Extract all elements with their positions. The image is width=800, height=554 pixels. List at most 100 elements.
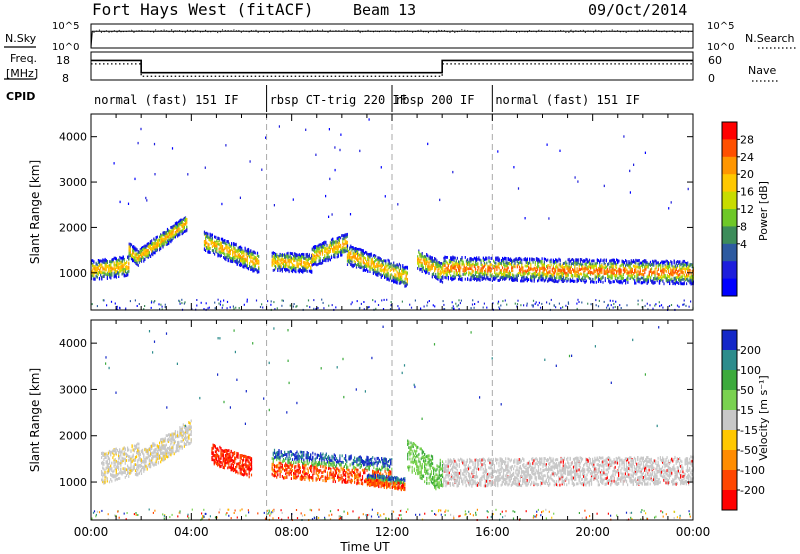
power-cell [546,272,548,275]
power-cell [541,260,543,263]
power-cell [373,260,376,263]
power-cell [207,235,209,239]
power-cell [526,263,528,267]
power-cell [295,268,297,271]
power-cell [661,278,663,281]
power-cell [295,270,297,274]
power-cell [482,259,484,263]
power-cell [377,274,379,277]
power-cell [616,271,618,275]
power-cell [533,272,535,276]
power-cell [109,272,111,276]
power-cell [222,304,224,307]
power-cell [243,258,245,262]
power-cell [638,280,640,284]
power-cell [206,232,208,235]
power-cell [110,276,112,280]
power-cell [585,274,587,278]
power-cell [349,256,351,260]
cpid-segment-label: normal (fast) 151 IF [94,93,239,107]
power-cell [429,256,431,260]
power-cell [111,272,113,275]
power-cell [547,266,549,270]
power-cell [599,278,601,282]
power-cell [117,259,119,262]
power-cell [533,274,535,278]
power-cell [595,280,597,284]
noise-frame [90,23,694,49]
power-cell [585,279,587,283]
power-cell [228,243,230,246]
power-cell [376,273,378,277]
power-cell [112,258,114,261]
power-cell [635,265,637,269]
power-cell [593,269,595,272]
power-cell [452,278,454,281]
power-cell [363,261,365,265]
power-cell [582,263,584,267]
power-cell [285,263,287,267]
power-cell [556,260,558,264]
power-cell [444,271,446,274]
power-cell [304,264,306,268]
power-cell [272,257,274,261]
power-cell [588,261,591,265]
power-cell [159,235,161,239]
power-cell [619,304,621,307]
power-cell [288,262,290,266]
power-cell [323,244,325,248]
power-cell [623,279,626,282]
power-cell [338,250,340,254]
power-cell [159,248,161,252]
power-cell [157,244,159,247]
power-cell [327,253,329,257]
power-cell [389,274,391,278]
power-cell [610,272,612,275]
power-cell [121,260,123,263]
power-cell [286,261,288,265]
power-cell [673,259,675,263]
power-cell [512,260,514,263]
power-cell [429,268,431,272]
power-cell [244,257,246,261]
power-cell [254,258,256,261]
power-cell [474,267,477,271]
power-cell [250,268,252,271]
power-cell [614,268,617,272]
power-cell [375,254,377,258]
power-cell [622,276,624,280]
power-cell [648,270,650,274]
power-cell [627,271,629,275]
power-cell [126,272,128,275]
power-cell [372,262,374,266]
power-cell [340,245,342,249]
power-cell [601,276,603,279]
power-cell [669,282,671,285]
power-cell [404,266,406,270]
freq-left-tick-bottom: 8 [62,72,69,85]
power-cell [373,263,376,267]
power-cell [155,236,157,239]
power-cell [651,267,653,271]
power-cell [506,274,508,277]
power-cell [513,263,515,267]
power-cell [592,280,594,284]
power-cell [153,251,155,255]
power-cell [119,266,121,270]
power-cell [480,275,482,279]
power-cell [92,268,94,272]
power-cell [223,239,225,243]
power-cell [270,300,272,303]
power-cell [346,263,349,266]
power-cell [98,271,101,274]
power-cell [564,270,566,274]
power-cell [168,231,170,235]
power-cell [271,251,273,255]
power-cell [398,269,400,273]
power-cell [555,260,557,264]
power-cell [271,261,273,265]
power-cell [577,259,579,262]
power-cell [442,262,444,266]
power-cell [114,257,116,260]
power-cell [305,253,307,256]
